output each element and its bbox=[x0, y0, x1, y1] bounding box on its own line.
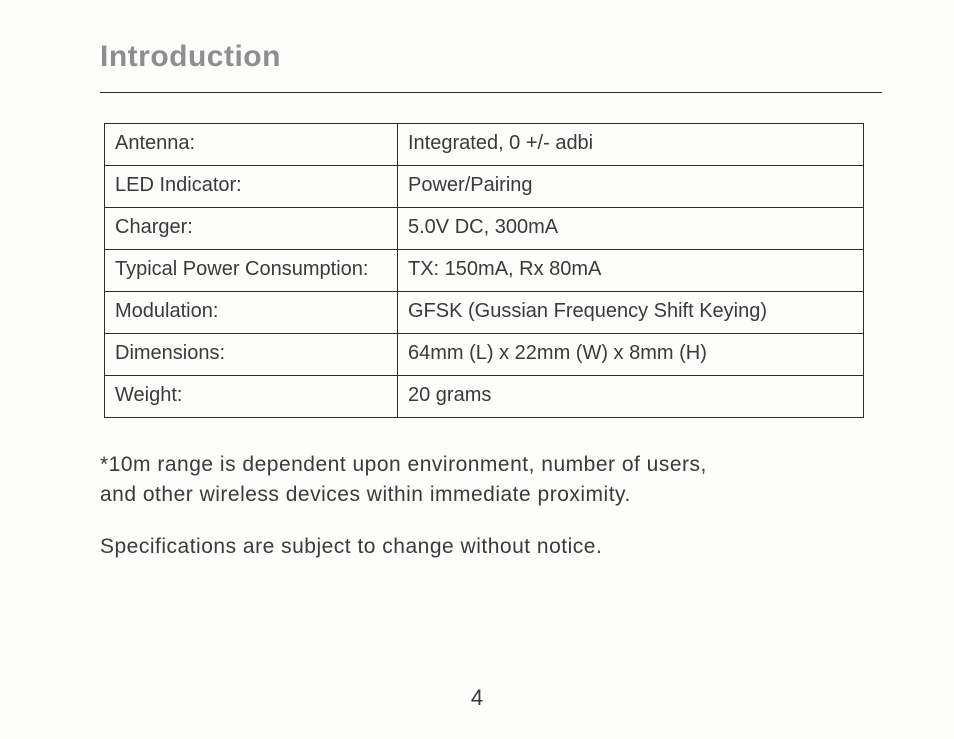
spec-label: Typical Power Consumption: bbox=[105, 250, 398, 292]
spec-value: TX: 150mA, Rx 80mA bbox=[398, 250, 864, 292]
spec-label: Charger: bbox=[105, 208, 398, 250]
title-divider bbox=[100, 92, 882, 93]
footnote-line: *10m range is dependent upon environment… bbox=[100, 453, 707, 476]
spec-label: Modulation: bbox=[105, 292, 398, 334]
footnote-line: and other wireless devices within immedi… bbox=[100, 483, 631, 506]
table-row: Antenna: Integrated, 0 +/- adbi bbox=[105, 124, 864, 166]
spec-value: 64mm (L) x 22mm (W) x 8mm (H) bbox=[398, 334, 864, 376]
footnote-specs-change: Specifications are subject to change wit… bbox=[100, 535, 882, 559]
spec-value: 5.0V DC, 300mA bbox=[398, 208, 864, 250]
table-row: Modulation: GFSK (Gussian Frequency Shif… bbox=[105, 292, 864, 334]
table-row: Dimensions: 64mm (L) x 22mm (W) x 8mm (H… bbox=[105, 334, 864, 376]
spec-label: Dimensions: bbox=[105, 334, 398, 376]
spec-value: 20 grams bbox=[398, 376, 864, 418]
spec-label: Antenna: bbox=[105, 124, 398, 166]
table-row: Charger: 5.0V DC, 300mA bbox=[105, 208, 864, 250]
table-row: LED Indicator: Power/Pairing bbox=[105, 166, 864, 208]
table-row: Typical Power Consumption: TX: 150mA, Rx… bbox=[105, 250, 864, 292]
footnote-range: *10m range is dependent upon environment… bbox=[100, 450, 882, 511]
spec-value: GFSK (Gussian Frequency Shift Keying) bbox=[398, 292, 864, 334]
document-page: Introduction Antenna: Integrated, 0 +/- … bbox=[0, 0, 954, 739]
table-row: Weight: 20 grams bbox=[105, 376, 864, 418]
spec-table: Antenna: Integrated, 0 +/- adbi LED Indi… bbox=[104, 123, 864, 418]
spec-label: Weight: bbox=[105, 376, 398, 418]
spec-value: Integrated, 0 +/- adbi bbox=[398, 124, 864, 166]
page-number: 4 bbox=[0, 685, 954, 711]
page-title: Introduction bbox=[100, 40, 882, 74]
spec-value: Power/Pairing bbox=[398, 166, 864, 208]
spec-label: LED Indicator: bbox=[105, 166, 398, 208]
